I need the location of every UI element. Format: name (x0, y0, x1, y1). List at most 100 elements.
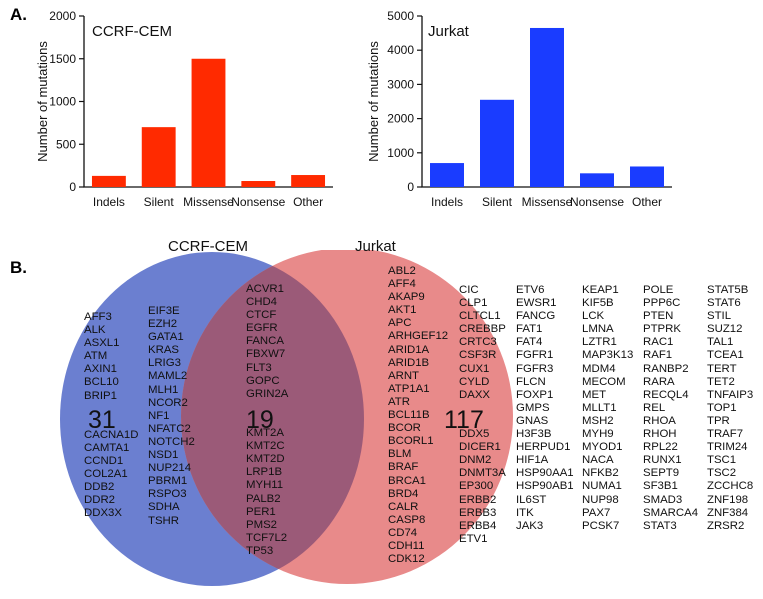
gene-name: RUNX1 (643, 454, 682, 467)
gene-name: ATR (388, 395, 410, 408)
venn-right-title: Jurkat (355, 238, 396, 255)
gene-name: TSHR (148, 514, 180, 527)
gene-name: JAK3 (516, 519, 544, 532)
y-tick-label: 1000 (387, 146, 414, 160)
gene-name: CDH11 (388, 539, 425, 552)
gene-name: ATP1A1 (388, 382, 430, 395)
right-only-genes-col6: STAT5B STAT6 STIL SUZ12 TAL1 TCEA1 TERT TET2 TNF… (707, 284, 753, 533)
gene-name: CYLD (459, 375, 490, 388)
x-tick-label: Indels (93, 195, 125, 209)
panel-a-label: A. (10, 5, 27, 24)
gene-name: CD74 (388, 526, 418, 539)
venn-diagram (60, 250, 513, 586)
ccrf-cem-bar-chart: 0 500 1000 1500 2000 Indels Silent MissenseNons… (35, 9, 333, 209)
gene-name: KMT2C (246, 440, 285, 453)
gene-name: CUX1 (459, 362, 490, 375)
x-tick-label: Other (293, 195, 323, 209)
y-tick-label: 1500 (49, 52, 76, 66)
bar-other (630, 166, 664, 187)
gene-name: CIC (459, 284, 479, 296)
gene-name: CSF3R (459, 349, 497, 362)
gene-name: MDM4 (582, 362, 616, 375)
x-tick-label: Indels (431, 195, 463, 209)
bar-nonsense (580, 173, 614, 187)
gene-name: CDK12 (388, 553, 425, 566)
left-only-genes-col2: EIF3E EZH2 GATA1 KRAS LRIG3 MAML2 MLH1 NCOR2 NF1… (148, 305, 195, 528)
gene-name: CASP8 (388, 513, 426, 526)
gene-name: ALK (84, 324, 106, 337)
bar-indels (430, 163, 464, 187)
gene-name: NF1 (148, 409, 170, 422)
gene-name: H3F3B (516, 428, 552, 441)
gene-name: PAX7 (582, 506, 611, 519)
gene-name: KRAS (148, 344, 180, 357)
gene-name: CHD4 (246, 296, 278, 309)
bar-missense (530, 27, 564, 187)
gene-name: DICER1 (459, 441, 501, 454)
chart-title: CCRF-CEM (92, 23, 172, 40)
gene-name: AXIN1 (84, 363, 117, 376)
x-tick-label: Silent (144, 195, 175, 209)
gene-name: REL (643, 401, 666, 414)
right-only-genes-col1: ABL2 AFF4 AKAP9 AKT1 APC ARHGEF12 ARID1A ARID1B… (388, 265, 448, 566)
gene-name: AKAP9 (388, 291, 425, 304)
gene-name: TNFAIP3 (707, 388, 754, 401)
gene-name: GNAS (516, 414, 549, 427)
bar-other (291, 175, 326, 187)
gene-name: LRIG3 (148, 357, 181, 370)
gene-name: ERBB2 (459, 493, 497, 506)
x-tick-label: Nonsense (231, 195, 285, 209)
gene-name: FOXP1 (516, 388, 554, 401)
gene-name: BRD4 (388, 487, 419, 500)
gene-name: BCOR (388, 422, 421, 435)
gene-name: EZH2 (148, 318, 178, 331)
gene-name: FAT4 (516, 336, 543, 349)
gene-name: FANCG (516, 310, 556, 323)
gene-name: ASXL1 (84, 337, 120, 350)
gene-name: ATM (84, 350, 108, 363)
gene-name: KMT2D (246, 453, 285, 466)
gene-name: CRTC3 (459, 336, 497, 349)
y-tick-label: 4000 (387, 43, 414, 57)
gene-name: KMT2A (246, 427, 284, 440)
gene-name: MSH2 (582, 414, 614, 427)
gene-name: MLH1 (148, 383, 179, 396)
y-tick-label: 2000 (49, 9, 76, 23)
gene-name: EIF3E (148, 305, 180, 317)
gene-name: GATA1 (148, 331, 184, 344)
gene-name: TP53 (246, 544, 274, 557)
y-axis-label: Number of mutations (366, 41, 381, 162)
gene-name: GRIN2A (246, 387, 289, 400)
gene-name: ETV1 (459, 532, 488, 545)
y-tick-label: 1000 (49, 95, 76, 109)
gene-name: STAT6 (707, 297, 741, 310)
gene-name: BCORL1 (388, 435, 434, 448)
y-tick-label: 5000 (387, 9, 414, 23)
gene-name: STIL (707, 310, 732, 323)
gene-name: MECOM (582, 375, 626, 388)
x-tick-label: Missense (522, 195, 573, 209)
gene-name: NUP214 (148, 462, 192, 475)
gene-name: MYH9 (582, 428, 614, 441)
gene-name: CLP1 (459, 297, 488, 310)
right-only-genes-col4: KEAP1 KIF5B LCK LMNA LZTR1 MAP3K13 MDM4 MECOM ME… (582, 284, 633, 533)
gene-name: CLTCL1 (459, 310, 501, 323)
gene-name: KEAP1 (582, 284, 619, 296)
gene-name: FAT1 (516, 323, 543, 336)
gene-name: NOTCH2 (148, 435, 195, 448)
gene-name: RAC1 (643, 336, 674, 349)
gene-name: EWSR1 (516, 297, 557, 310)
panel-b-label: B. (10, 258, 27, 277)
gene-name: TPR (707, 414, 730, 427)
y-tick-label: 0 (69, 180, 76, 194)
gene-name: DDR2 (84, 494, 116, 507)
gene-name: DDX5 (459, 428, 490, 441)
gene-name: CACNA1D (84, 428, 139, 441)
bar-missense (191, 58, 226, 187)
gene-name: DDB2 (84, 481, 115, 494)
gene-name: PALB2 (246, 492, 281, 505)
gene-name: DNM2 (459, 454, 492, 467)
gene-name: TSC1 (707, 454, 737, 467)
gene-name: PTPRK (643, 323, 681, 336)
